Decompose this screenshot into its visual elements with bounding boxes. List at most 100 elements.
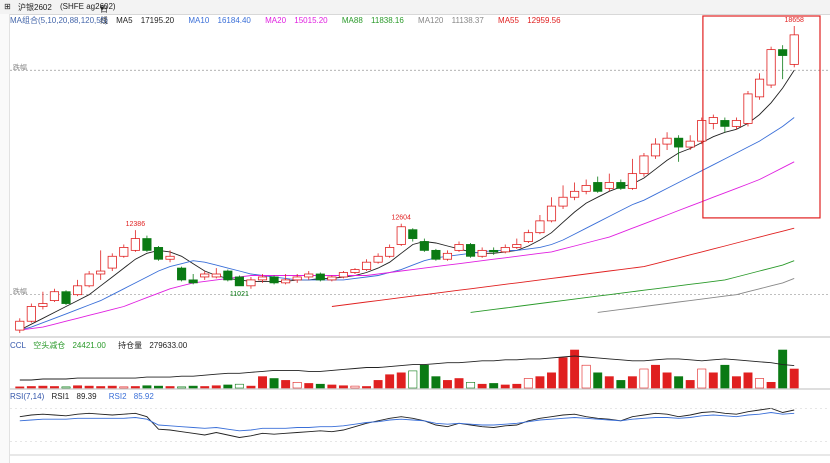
oi-bar <box>119 386 129 389</box>
ma20-label: MA20 <box>265 16 287 25</box>
candle-body <box>153 247 164 260</box>
ma120-label: MA120 <box>418 16 444 25</box>
oi-total-label: 持仓量 <box>118 341 143 350</box>
oi-bar <box>338 385 348 389</box>
ma88-legend: MA88 11838.16 <box>342 16 410 25</box>
ma5-value: 17195.20 <box>140 16 175 25</box>
oi-short-reduce: 空头减仓 24421.00 <box>33 341 111 350</box>
oi-bar <box>38 385 48 389</box>
rsi2-value: 85.92 <box>133 392 154 401</box>
candle-body <box>281 279 291 284</box>
ma55-legend: MA55 12959.56 <box>498 16 567 25</box>
candle-body <box>73 285 83 296</box>
oi-line <box>19 355 795 381</box>
price-annotation: 12604 <box>391 215 411 222</box>
candle-body <box>188 279 198 284</box>
candle-body <box>327 276 337 281</box>
contract-code[interactable]: 沪银2602 <box>18 3 52 12</box>
contract-exchange: (SHFE ag2602) <box>60 2 116 11</box>
candle-body <box>26 306 36 322</box>
rsi-line-rsi2 <box>19 412 795 432</box>
oi-bar <box>130 386 140 389</box>
candle-body <box>38 303 48 307</box>
ma88-value: 11838.16 <box>371 16 404 25</box>
candle-body <box>593 182 603 192</box>
candle-body <box>754 78 765 98</box>
oi-bar <box>604 376 614 389</box>
oi-bar <box>304 383 314 389</box>
oi-total-value: 279633.00 <box>149 341 188 350</box>
oi-bar <box>627 376 637 389</box>
toolbar-icon[interactable]: ⊞ <box>4 2 11 11</box>
oi-bar <box>396 372 406 389</box>
oi-bar <box>350 385 360 389</box>
ma10-value: 16184.40 <box>217 16 251 25</box>
oi-total: 持仓量 279633.00 <box>118 341 192 350</box>
oi-bar <box>547 372 556 389</box>
oi-bar <box>419 364 429 389</box>
oi-bar <box>581 364 591 389</box>
candle-body <box>107 255 117 269</box>
candle-body <box>500 247 510 253</box>
oi-bar <box>593 372 603 389</box>
price-annotation: 12386 <box>126 221 146 228</box>
oi-bar <box>616 380 626 389</box>
ma5-label: MA5 <box>116 16 133 25</box>
oi-bar <box>292 381 302 389</box>
oi-bar <box>234 383 244 389</box>
oi-bar <box>188 385 198 389</box>
candle-body <box>350 269 360 273</box>
ma-legend: MA组合(5,10,20,88,120,55) MA5 17195.20 MA1… <box>10 15 573 25</box>
candle-body <box>650 143 661 157</box>
period-label: 日线 <box>100 5 108 25</box>
rsi-indicator-label: RSI(7,14) <box>10 392 45 401</box>
candle-body <box>142 238 152 251</box>
oi-short-reduce-value: 24421.00 <box>72 341 106 350</box>
oi-bar <box>720 364 730 389</box>
candle-body <box>304 273 314 278</box>
candle-body <box>731 120 741 127</box>
oi-bar <box>408 370 418 389</box>
ma-line-ma10 <box>19 117 795 331</box>
candle-body <box>546 205 557 222</box>
ma-line-ma20 <box>19 161 795 331</box>
price-annotation: 11021 <box>230 291 249 298</box>
price-annotation: 18658 <box>784 17 804 24</box>
ma5-legend: MA5 17195.20 <box>116 16 180 25</box>
oi-indicator-label: CCL <box>10 341 27 350</box>
chevron-down-icon: ▾ <box>100 4 105 13</box>
oi-bar <box>466 381 476 389</box>
candle-body <box>477 249 487 257</box>
candle-body <box>581 185 591 192</box>
candle-body <box>361 261 372 270</box>
ma20-value: 15015.20 <box>294 16 328 25</box>
ma88-label: MA88 <box>341 16 363 25</box>
oi-bar <box>789 368 799 389</box>
candle-body <box>674 137 684 148</box>
candle-body <box>246 279 256 287</box>
oi-bar <box>154 385 163 389</box>
ma55-value: 12959.56 <box>527 16 561 25</box>
oi-bar <box>523 378 533 389</box>
candle-body <box>234 276 244 287</box>
candle-body <box>489 249 499 253</box>
oi-bar <box>269 378 279 389</box>
candle-body <box>454 244 464 251</box>
rsi1-label: RSI1 <box>51 392 70 401</box>
oi-bar <box>73 385 83 389</box>
oi-bar <box>778 349 788 389</box>
oi-bar <box>84 385 94 389</box>
rsi1-value: 89.39 <box>76 392 97 401</box>
oi-bar <box>61 386 71 389</box>
left-side-toolbar[interactable] <box>0 14 10 463</box>
candle-body <box>257 276 268 281</box>
candle-body <box>604 182 614 189</box>
oi-bar <box>177 386 187 389</box>
oi-bar <box>327 384 337 389</box>
oi-bar <box>107 385 117 389</box>
oi-bar <box>26 386 36 389</box>
candle-body <box>639 155 649 175</box>
candle-body <box>165 255 175 260</box>
ma120-legend: MA120 11138.37 <box>418 16 490 25</box>
